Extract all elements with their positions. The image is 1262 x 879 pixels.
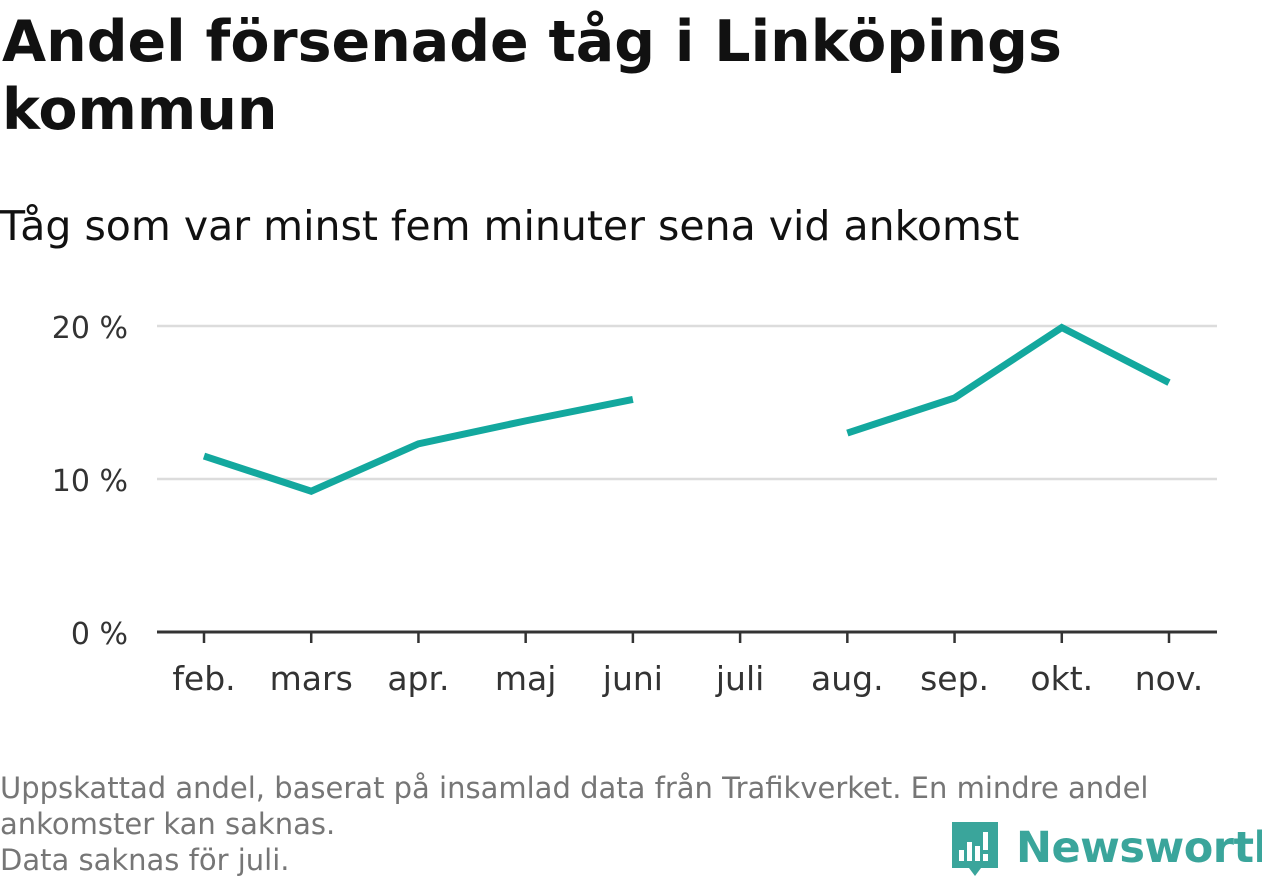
x-tick-label: juni [602,659,663,698]
newsworthy-logo: Newsworthy [950,818,1262,878]
brand-name: Newsworthy [1016,823,1262,873]
x-tick-label: maj [495,659,557,698]
y-tick-label: 20 % [52,311,128,346]
line-chart: 0 % 10 % 20 % feb. mars apr. maj juni juli aug. se… [52,311,1217,698]
x-tick-label: feb. [172,659,235,698]
x-tick-label: juli [715,659,764,698]
x-tick-label: aug. [811,659,884,698]
y-tick-label: 10 % [52,464,128,499]
footnote-line-2: ankomster kan saknas. [0,807,336,841]
newsworthy-logo-icon [952,822,998,876]
footnote-line-3: Data saknas för juli. [0,843,290,877]
chart-title: Andel försenade tåg i Linköpings kommun [2,9,1062,143]
x-tick-label: sep. [920,659,989,698]
x-tick-label: apr. [387,659,449,698]
x-tick-label: nov. [1135,659,1204,698]
footnote-line-1: Uppskattad andel, baserat på insamlad da… [0,771,1149,805]
series-line [846,323,1171,437]
chart-footnote: Uppskattad andel, baserat på insamlad da… [0,770,1250,878]
x-tick-label: mars [270,659,353,698]
x-tick-label: okt. [1030,659,1093,698]
series-line [202,396,634,495]
y-tick-label: 0 % [71,617,128,652]
chart-subtitle: Tåg som var minst fem minuter sena vid a… [0,202,1020,250]
